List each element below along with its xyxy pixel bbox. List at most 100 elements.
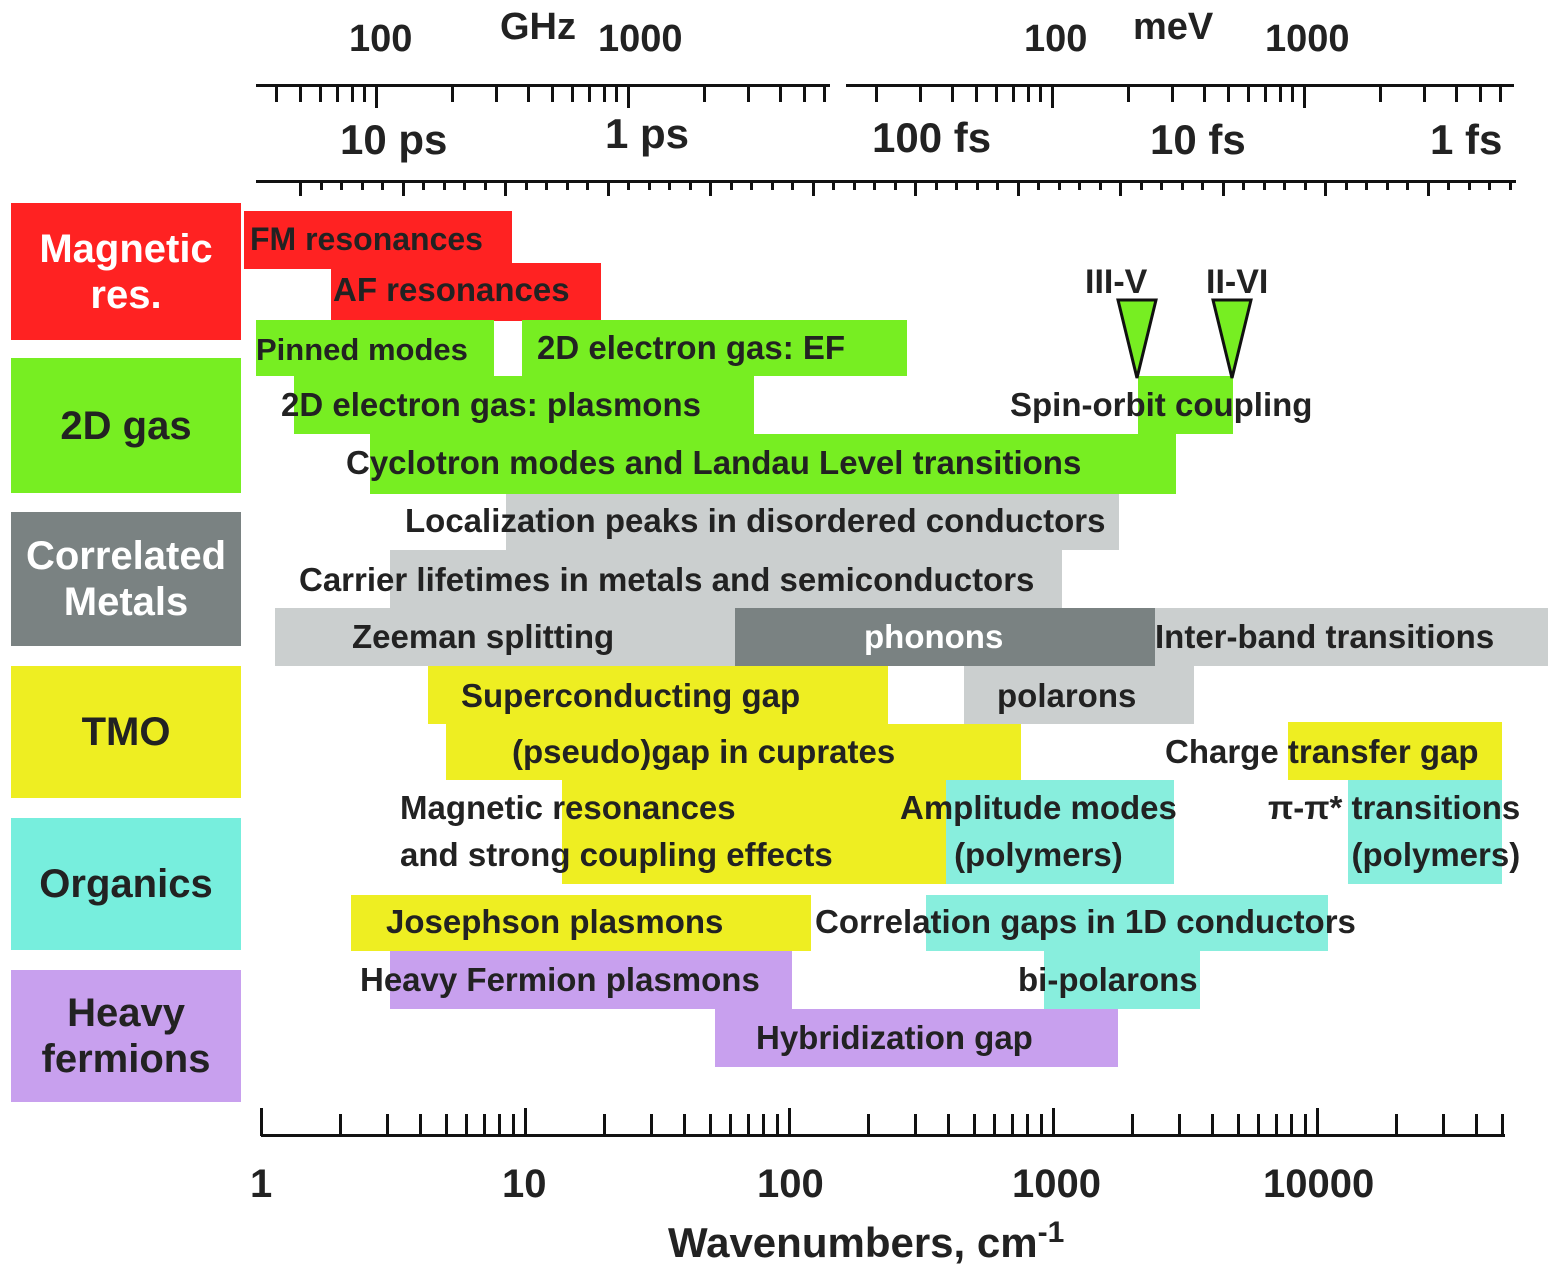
ghz-unit-label: GHz <box>500 6 576 48</box>
bar-charge-transfer-gap <box>1288 722 1502 780</box>
time-axis-tick <box>1365 182 1368 190</box>
mev-unit-label: meV <box>1133 6 1214 48</box>
ghz-axis-tick <box>450 86 454 102</box>
x-axis-tick <box>465 1114 469 1136</box>
time-axis-tick <box>1242 182 1245 190</box>
label-superconducting-gap: Superconducting gap <box>461 677 801 714</box>
ghz-axis-tick <box>299 86 303 102</box>
time-axis-tick <box>299 182 302 196</box>
x-axis-tick <box>775 1114 779 1136</box>
mev-axis-tick <box>874 86 878 102</box>
ghz-axis-tick <box>350 86 354 102</box>
time-axis-tick <box>1262 182 1266 190</box>
time-axis-tick <box>1221 182 1225 196</box>
mev-axis-tick <box>1247 86 1251 102</box>
time-axis-tick <box>934 182 938 190</box>
ghz-axis-tick <box>363 86 367 102</box>
time-axis-tick <box>360 182 364 190</box>
time-axis-tick <box>1283 182 1286 190</box>
time-axis-tick <box>709 182 712 196</box>
time-axis-tick <box>1508 182 1512 190</box>
x-tick-label: 1 <box>250 1162 273 1206</box>
x-tick-label: 100 <box>757 1162 824 1206</box>
x-axis-tick <box>972 1114 976 1136</box>
x-axis-tick <box>1210 1114 1214 1136</box>
label-charge-transfer-gap: Charge transfer gap <box>1165 733 1479 770</box>
ghz-axis-tick <box>571 86 575 102</box>
time-axis-tick <box>340 182 343 190</box>
time-axis-tick <box>381 182 384 190</box>
time-axis-tick <box>1488 182 1491 190</box>
time-tick-label: 10 fs <box>1150 116 1246 163</box>
mev-axis-tick <box>1499 86 1503 102</box>
category-magnetic-res: Magnetic res. <box>11 203 241 340</box>
time-tick-label: 100 fs <box>872 114 992 161</box>
time-axis-tick <box>1426 182 1430 196</box>
x-axis-tick <box>1395 1114 1399 1136</box>
mev-tick-label: 1000 <box>1265 18 1350 60</box>
time-axis-tick <box>1201 182 1204 190</box>
mev-axis-tick <box>975 86 979 102</box>
x-axis-tick <box>418 1114 422 1136</box>
label-amplitude-modes: Amplitude modes (polymers) <box>900 789 1177 873</box>
bar-pi-pi-transitions <box>1348 780 1502 884</box>
ghz-axis-tick <box>615 86 619 102</box>
x-axis-tick <box>1052 1108 1055 1136</box>
ghz-axis-tick <box>778 86 782 102</box>
ghz-axis-tick <box>803 86 807 102</box>
label-magnetic-resonances-strong-coupling: Magnetic resonances and strong coupling … <box>400 789 833 873</box>
x-axis-tick <box>511 1114 515 1136</box>
x-axis-tick <box>649 1114 653 1136</box>
label-2d-electron-gas-ef: 2D electron gas: EF <box>537 329 846 366</box>
x-axis-title: Wavenumbers, cm-1 <box>668 1216 1064 1267</box>
mev-axis-tick <box>1263 86 1267 102</box>
time-axis-tick <box>319 182 323 190</box>
mev-axis-tick <box>1227 86 1231 102</box>
label-pinned-modes: Pinned modes <box>256 332 468 367</box>
x-tick-label: 1000 <box>1012 1162 1101 1206</box>
x-axis-line <box>261 1134 1505 1137</box>
bar-heavy-fermion-plasmons <box>390 951 792 1009</box>
time-axis-tick <box>483 182 487 190</box>
x-axis-tick <box>1026 1114 1030 1136</box>
x-axis-tick <box>483 1114 487 1136</box>
time-tick-label: 1 ps <box>605 110 690 157</box>
mev-axis-tick <box>919 86 923 102</box>
time-axis-tick <box>565 182 569 190</box>
time-axis-tick <box>524 182 528 190</box>
x-axis-tick <box>385 1114 389 1136</box>
time-axis-tick <box>627 182 630 190</box>
ghz-axis-tick <box>335 86 339 102</box>
bar-carrier-lifetimes <box>390 550 1062 610</box>
ghz-axis-tick <box>627 86 630 108</box>
mev-axis-tick <box>1051 86 1054 108</box>
mev-axis-tick <box>1479 86 1483 102</box>
time-axis-tick <box>975 182 979 190</box>
category-organics: Organics <box>11 818 241 950</box>
category-tmo: TMO <box>11 666 241 798</box>
bar-af-resonances <box>331 263 601 321</box>
bar-polarons <box>964 666 1194 724</box>
bar-amplitude-modes <box>946 780 1174 884</box>
time-axis-tick <box>422 182 425 190</box>
x-axis-tick <box>788 1108 791 1136</box>
bar-fm-resonances <box>244 211 512 269</box>
time-axis-tick <box>914 182 917 196</box>
time-axis-tick <box>893 182 897 190</box>
x-axis-tick <box>524 1108 527 1136</box>
time-axis-tick <box>1139 182 1143 190</box>
x-axis-tick <box>747 1114 751 1136</box>
time-axis-tick <box>832 182 835 190</box>
bar-bi-polarons <box>1044 951 1200 1009</box>
time-axis-tick <box>1016 182 1020 196</box>
time-axis-tick <box>750 182 753 190</box>
x-axis-title-exponent: -1 <box>1037 1216 1065 1249</box>
x-axis-tick <box>444 1114 448 1136</box>
mev-axis-tick <box>995 86 999 102</box>
mev-axis-tick <box>1291 86 1295 102</box>
label-2d-electron-gas-plasmons: 2D electron gas: plasmons <box>281 386 701 423</box>
time-axis-tick <box>1324 182 1327 196</box>
time-axis-tick <box>1447 182 1450 190</box>
marker-triangle-ii-vi <box>1211 298 1253 379</box>
